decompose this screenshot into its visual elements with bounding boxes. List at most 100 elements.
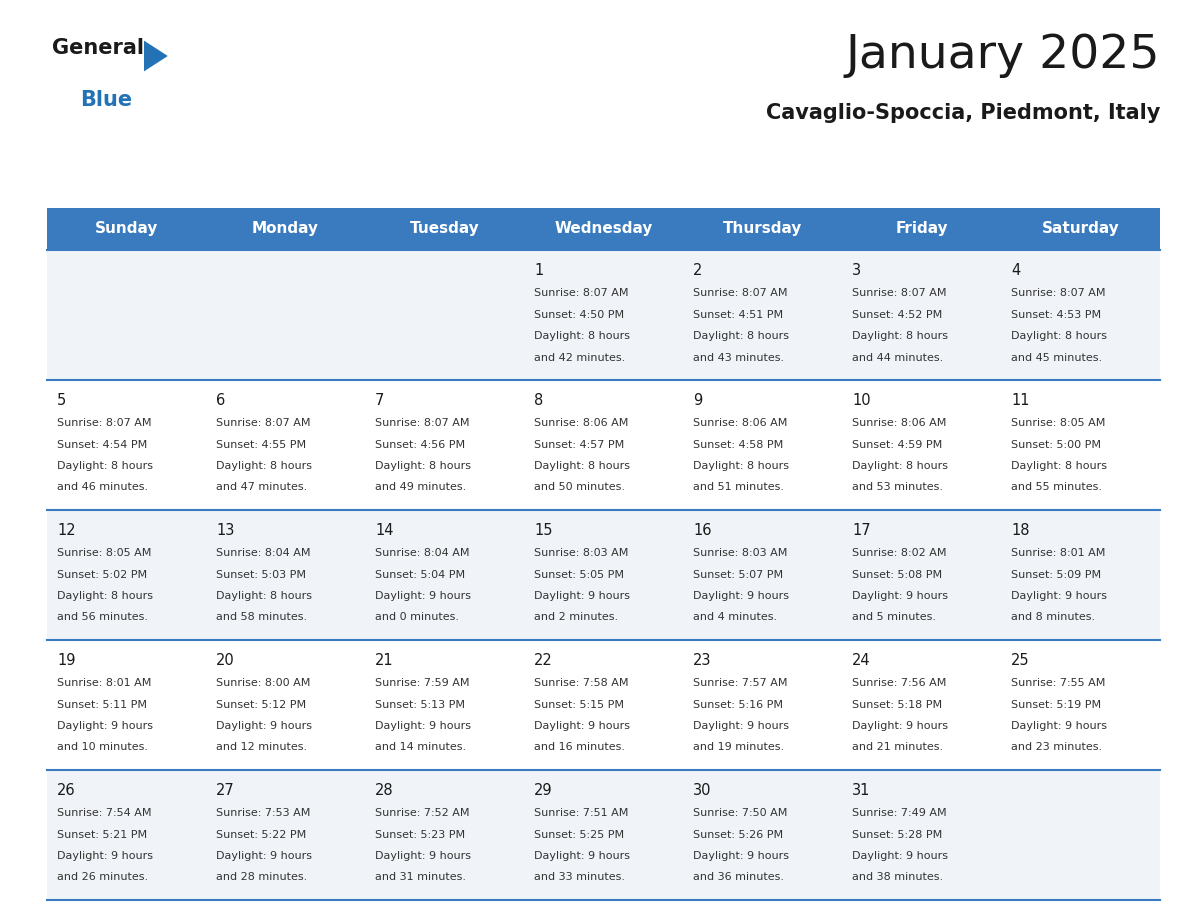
Text: and 23 minutes.: and 23 minutes. [1011, 743, 1102, 753]
Text: Sunset: 5:12 PM: Sunset: 5:12 PM [216, 700, 307, 710]
Text: Sunset: 4:51 PM: Sunset: 4:51 PM [693, 309, 783, 319]
Text: 27: 27 [216, 783, 235, 798]
Text: 6: 6 [216, 393, 226, 408]
Text: and 4 minutes.: and 4 minutes. [693, 612, 777, 622]
Text: Sunset: 5:07 PM: Sunset: 5:07 PM [693, 569, 783, 579]
Text: and 55 minutes.: and 55 minutes. [1011, 483, 1102, 492]
Text: and 28 minutes.: and 28 minutes. [216, 872, 308, 882]
Text: Daylight: 8 hours: Daylight: 8 hours [57, 591, 153, 601]
Bar [48, 640, 1159, 770]
Text: Daylight: 8 hours: Daylight: 8 hours [693, 331, 789, 341]
Text: Sunrise: 8:01 AM: Sunrise: 8:01 AM [1011, 548, 1105, 558]
Bar [48, 208, 1159, 250]
Text: Sunset: 5:00 PM: Sunset: 5:00 PM [1011, 440, 1101, 450]
Text: Sunset: 4:53 PM: Sunset: 4:53 PM [1011, 309, 1101, 319]
Text: Daylight: 9 hours: Daylight: 9 hours [216, 721, 312, 731]
Text: Sunrise: 8:03 AM: Sunrise: 8:03 AM [693, 548, 788, 558]
Text: 24: 24 [852, 653, 871, 668]
Text: Sunrise: 8:07 AM: Sunrise: 8:07 AM [533, 288, 628, 298]
Bar [48, 510, 1159, 640]
Text: and 42 minutes.: and 42 minutes. [533, 353, 625, 363]
Text: Sunrise: 8:03 AM: Sunrise: 8:03 AM [533, 548, 628, 558]
Text: Sunrise: 8:07 AM: Sunrise: 8:07 AM [216, 418, 310, 428]
Text: Sunset: 5:03 PM: Sunset: 5:03 PM [216, 569, 307, 579]
Bar [48, 770, 1159, 900]
Text: and 2 minutes.: and 2 minutes. [533, 612, 618, 622]
Text: Daylight: 9 hours: Daylight: 9 hours [852, 721, 948, 731]
Text: Friday: Friday [896, 221, 948, 237]
Bar [48, 380, 1159, 510]
Text: Sunrise: 7:57 AM: Sunrise: 7:57 AM [693, 678, 788, 688]
Text: Daylight: 9 hours: Daylight: 9 hours [533, 721, 630, 731]
Text: Sunset: 5:26 PM: Sunset: 5:26 PM [693, 830, 783, 839]
Text: 2: 2 [693, 263, 702, 278]
Text: and 10 minutes.: and 10 minutes. [57, 743, 148, 753]
Text: Sunrise: 8:01 AM: Sunrise: 8:01 AM [57, 678, 151, 688]
Text: Daylight: 9 hours: Daylight: 9 hours [375, 591, 470, 601]
Text: Sunset: 5:22 PM: Sunset: 5:22 PM [216, 830, 307, 839]
Text: 31: 31 [852, 783, 871, 798]
Text: Sunrise: 7:52 AM: Sunrise: 7:52 AM [375, 808, 469, 818]
Text: and 46 minutes.: and 46 minutes. [57, 483, 148, 492]
Text: and 43 minutes.: and 43 minutes. [693, 353, 784, 363]
Text: Sunset: 5:08 PM: Sunset: 5:08 PM [852, 569, 942, 579]
Text: Daylight: 9 hours: Daylight: 9 hours [693, 591, 789, 601]
Text: Sunset: 5:19 PM: Sunset: 5:19 PM [1011, 700, 1101, 710]
Text: Sunrise: 8:06 AM: Sunrise: 8:06 AM [533, 418, 628, 428]
Text: Daylight: 9 hours: Daylight: 9 hours [852, 591, 948, 601]
Text: Sunrise: 8:05 AM: Sunrise: 8:05 AM [1011, 418, 1105, 428]
Text: and 51 minutes.: and 51 minutes. [693, 483, 784, 492]
Text: and 12 minutes.: and 12 minutes. [216, 743, 308, 753]
Text: 3: 3 [852, 263, 861, 278]
Text: 9: 9 [693, 393, 702, 408]
Text: 28: 28 [375, 783, 393, 798]
Text: and 49 minutes.: and 49 minutes. [375, 483, 466, 492]
Text: Sunrise: 7:53 AM: Sunrise: 7:53 AM [216, 808, 310, 818]
Text: and 53 minutes.: and 53 minutes. [852, 483, 943, 492]
Text: Sunset: 4:54 PM: Sunset: 4:54 PM [57, 440, 147, 450]
Text: and 16 minutes.: and 16 minutes. [533, 743, 625, 753]
Text: Daylight: 8 hours: Daylight: 8 hours [1011, 461, 1107, 471]
Text: Sunset: 5:13 PM: Sunset: 5:13 PM [375, 700, 465, 710]
Text: Sunrise: 8:06 AM: Sunrise: 8:06 AM [852, 418, 947, 428]
Text: Daylight: 9 hours: Daylight: 9 hours [216, 851, 312, 861]
Text: Sunset: 5:21 PM: Sunset: 5:21 PM [57, 830, 147, 839]
Text: and 56 minutes.: and 56 minutes. [57, 612, 148, 622]
Text: Thursday: Thursday [722, 221, 802, 237]
Text: Daylight: 9 hours: Daylight: 9 hours [375, 721, 470, 731]
Text: and 26 minutes.: and 26 minutes. [57, 872, 148, 882]
Text: and 33 minutes.: and 33 minutes. [533, 872, 625, 882]
Text: Sunset: 5:04 PM: Sunset: 5:04 PM [375, 569, 466, 579]
Text: and 14 minutes.: and 14 minutes. [375, 743, 466, 753]
Text: and 21 minutes.: and 21 minutes. [852, 743, 943, 753]
Text: January 2025: January 2025 [846, 33, 1159, 78]
Text: Sunset: 5:02 PM: Sunset: 5:02 PM [57, 569, 147, 579]
Text: Daylight: 8 hours: Daylight: 8 hours [693, 461, 789, 471]
Text: and 58 minutes.: and 58 minutes. [216, 612, 308, 622]
Text: Daylight: 9 hours: Daylight: 9 hours [693, 721, 789, 731]
Text: 23: 23 [693, 653, 712, 668]
Text: 25: 25 [1011, 653, 1030, 668]
Text: Sunset: 4:59 PM: Sunset: 4:59 PM [852, 440, 942, 450]
Text: 11: 11 [1011, 393, 1030, 408]
Text: and 47 minutes.: and 47 minutes. [216, 483, 308, 492]
Polygon shape [144, 40, 168, 72]
Text: Sunset: 4:55 PM: Sunset: 4:55 PM [216, 440, 307, 450]
Text: Sunrise: 8:02 AM: Sunrise: 8:02 AM [852, 548, 947, 558]
Text: Sunrise: 8:04 AM: Sunrise: 8:04 AM [375, 548, 469, 558]
Text: and 36 minutes.: and 36 minutes. [693, 872, 784, 882]
Text: Sunrise: 7:54 AM: Sunrise: 7:54 AM [57, 808, 152, 818]
Text: 1: 1 [533, 263, 543, 278]
Text: Sunrise: 7:49 AM: Sunrise: 7:49 AM [852, 808, 947, 818]
Text: Sunrise: 8:06 AM: Sunrise: 8:06 AM [693, 418, 788, 428]
Text: 13: 13 [216, 523, 234, 538]
Text: Daylight: 9 hours: Daylight: 9 hours [57, 851, 153, 861]
Text: 4: 4 [1011, 263, 1020, 278]
Text: Sunday: Sunday [95, 221, 158, 237]
Text: Sunrise: 8:00 AM: Sunrise: 8:00 AM [216, 678, 310, 688]
Text: Daylight: 8 hours: Daylight: 8 hours [852, 461, 948, 471]
Text: Sunset: 5:23 PM: Sunset: 5:23 PM [375, 830, 466, 839]
Text: Sunrise: 7:51 AM: Sunrise: 7:51 AM [533, 808, 628, 818]
Text: Sunrise: 7:56 AM: Sunrise: 7:56 AM [852, 678, 947, 688]
Text: Daylight: 8 hours: Daylight: 8 hours [57, 461, 153, 471]
